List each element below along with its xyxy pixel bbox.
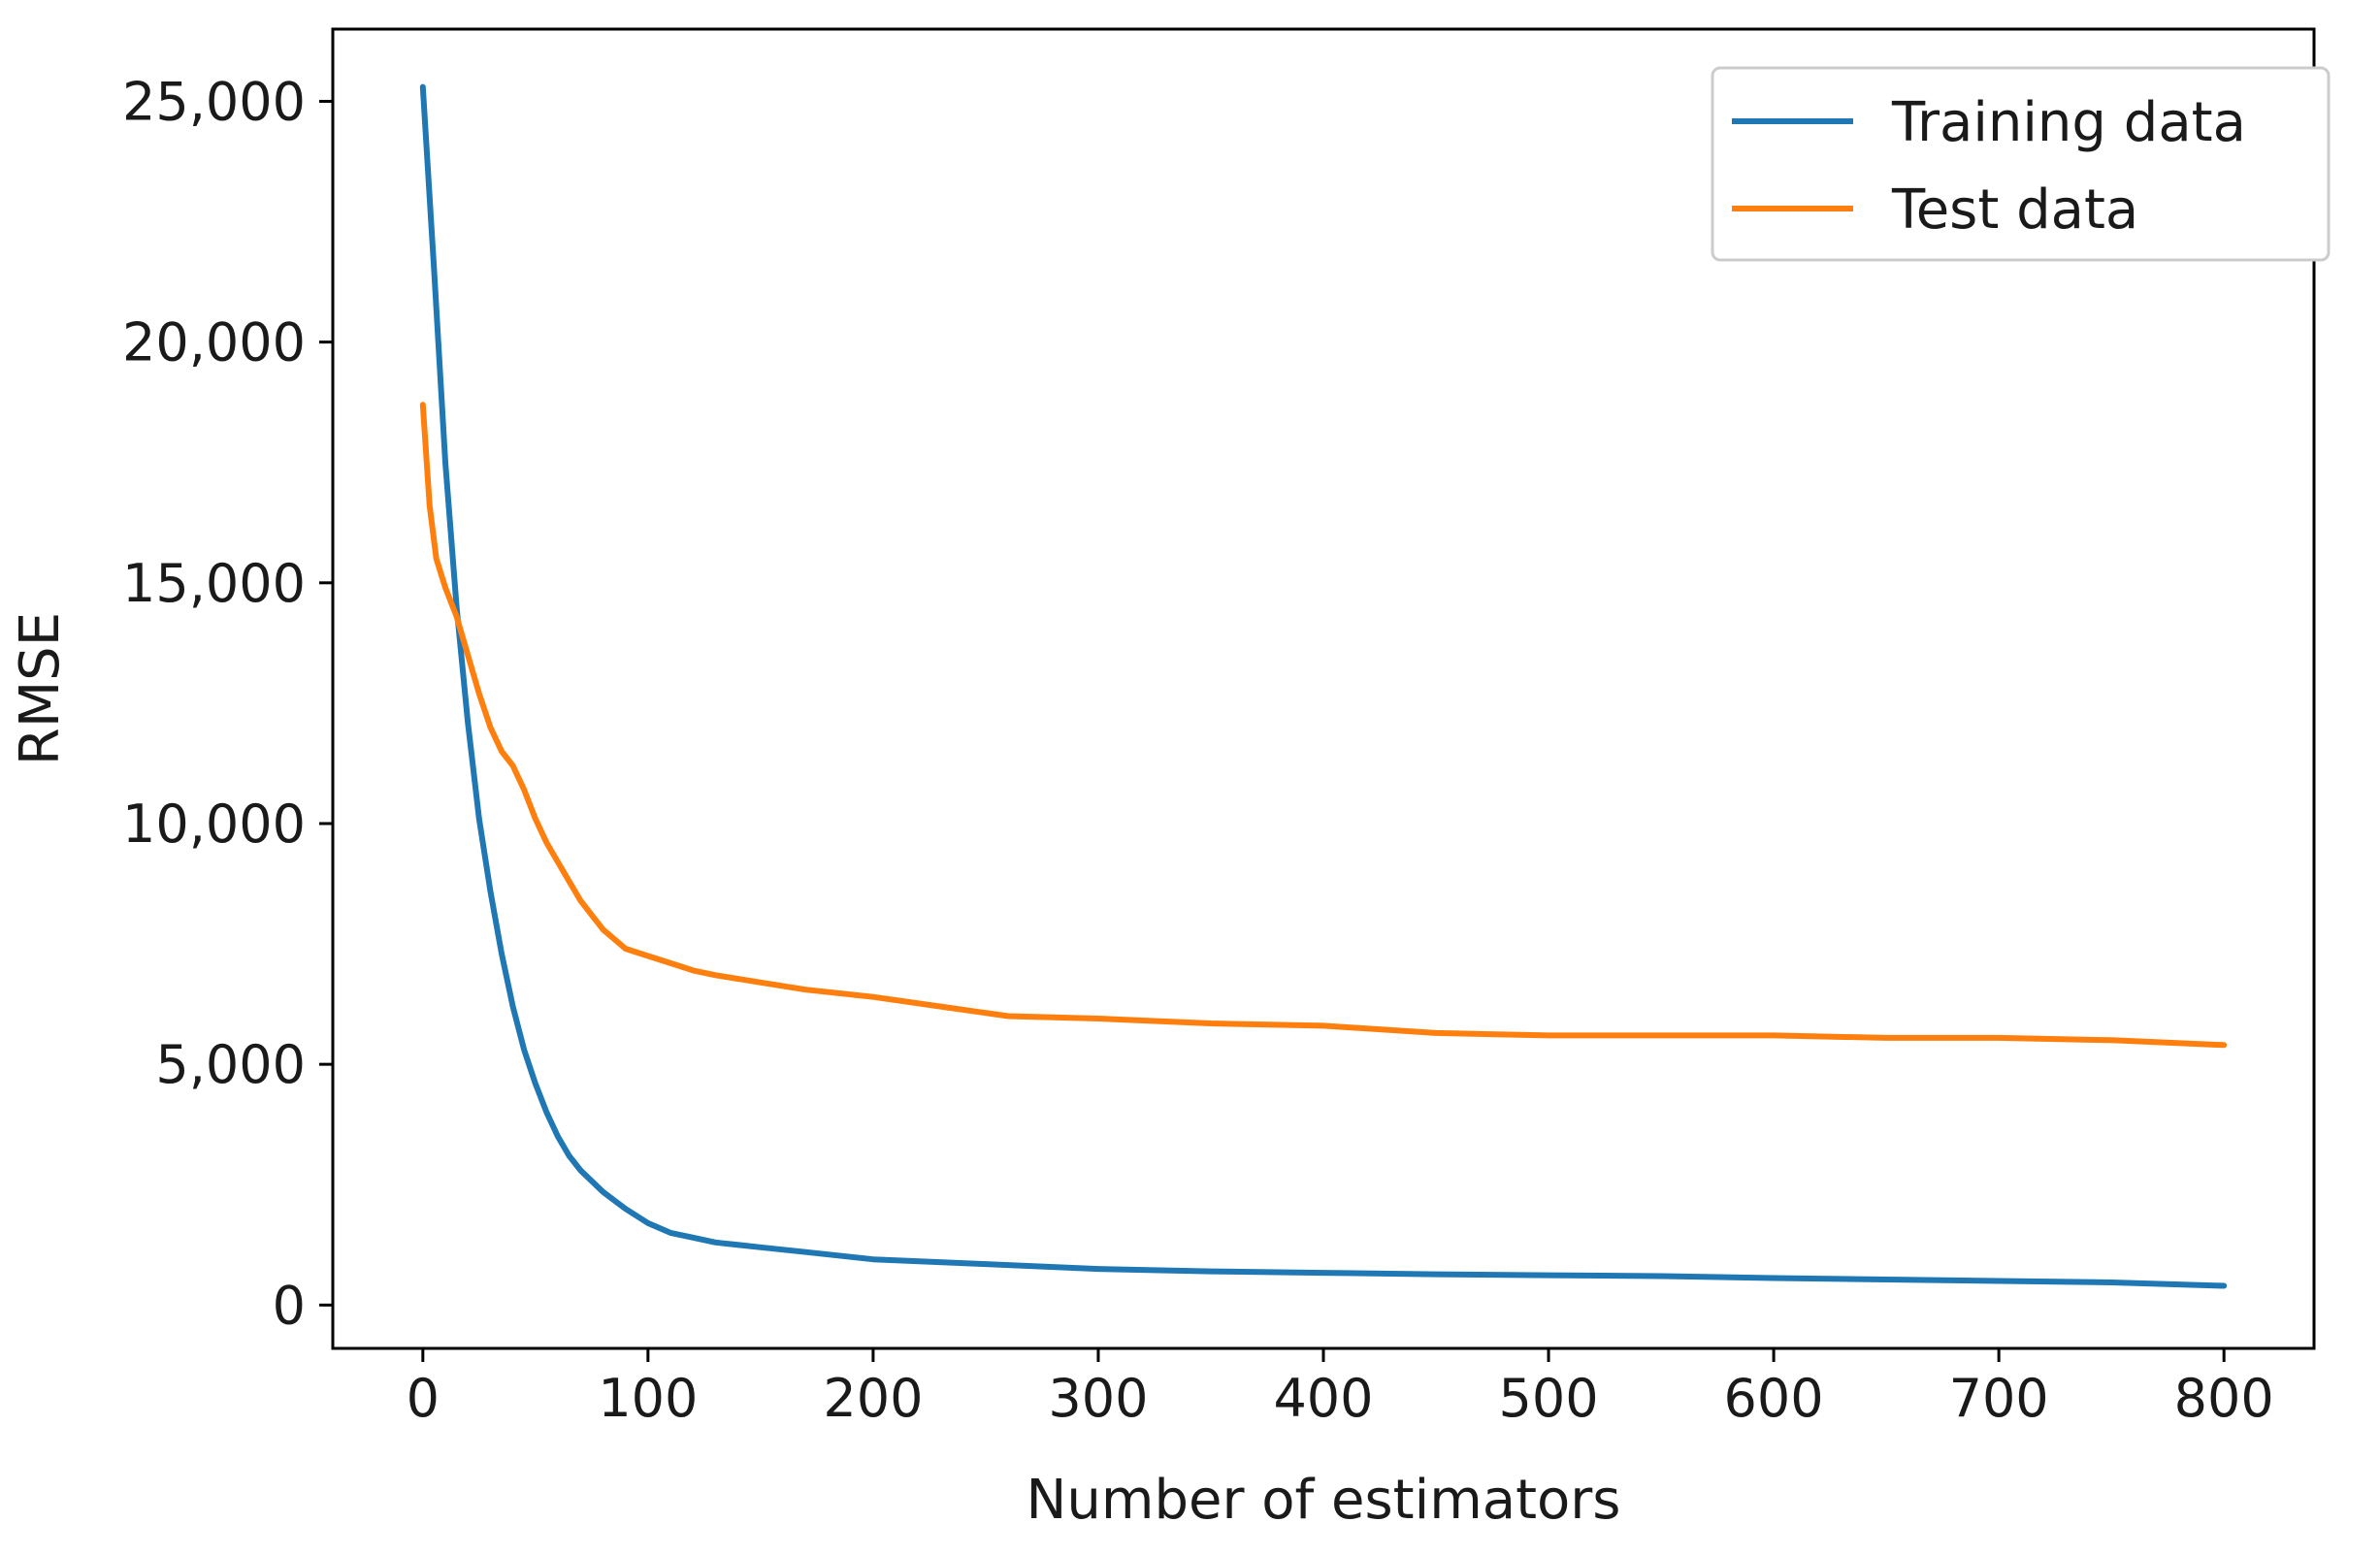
y-tick-label: 0: [273, 1275, 306, 1336]
legend-label-training-data: Training data: [1891, 91, 2246, 154]
x-tick-label: 800: [2174, 1368, 2274, 1429]
series-line-test-data: [419, 402, 2228, 1049]
x-tick-label: 600: [1724, 1368, 1824, 1429]
y-tick-label: 5,000: [155, 1034, 306, 1095]
x-tick-label: 500: [1499, 1368, 1599, 1429]
x-tick-label: 100: [598, 1368, 698, 1429]
series-line-training-data: [419, 83, 2228, 1289]
axes: 0 100 200 300 400 500 600 700 800 0 5,000 10,000 15,…: [122, 27, 2316, 1429]
y-tick-label: 10,000: [122, 794, 306, 855]
y-tick-label: 25,000: [122, 71, 306, 132]
x-tick-label: 400: [1273, 1368, 1373, 1429]
x-axis-title: Number of estimators: [1027, 1469, 1621, 1532]
y-tick-label: 20,000: [122, 312, 306, 373]
y-axis-title: RMSE: [9, 612, 72, 765]
x-tick-label: 300: [1048, 1368, 1148, 1429]
legend-label-test-data: Test data: [1891, 178, 2138, 242]
legend-box: [1711, 66, 2331, 262]
x-tick-label: 0: [407, 1368, 440, 1429]
x-tick-label: 700: [1949, 1368, 2049, 1429]
legend: Training data Test data: [1711, 66, 2331, 262]
x-tick-label: 200: [823, 1368, 923, 1429]
y-tick-label: 15,000: [122, 553, 306, 614]
plot-area: [419, 83, 2228, 1289]
